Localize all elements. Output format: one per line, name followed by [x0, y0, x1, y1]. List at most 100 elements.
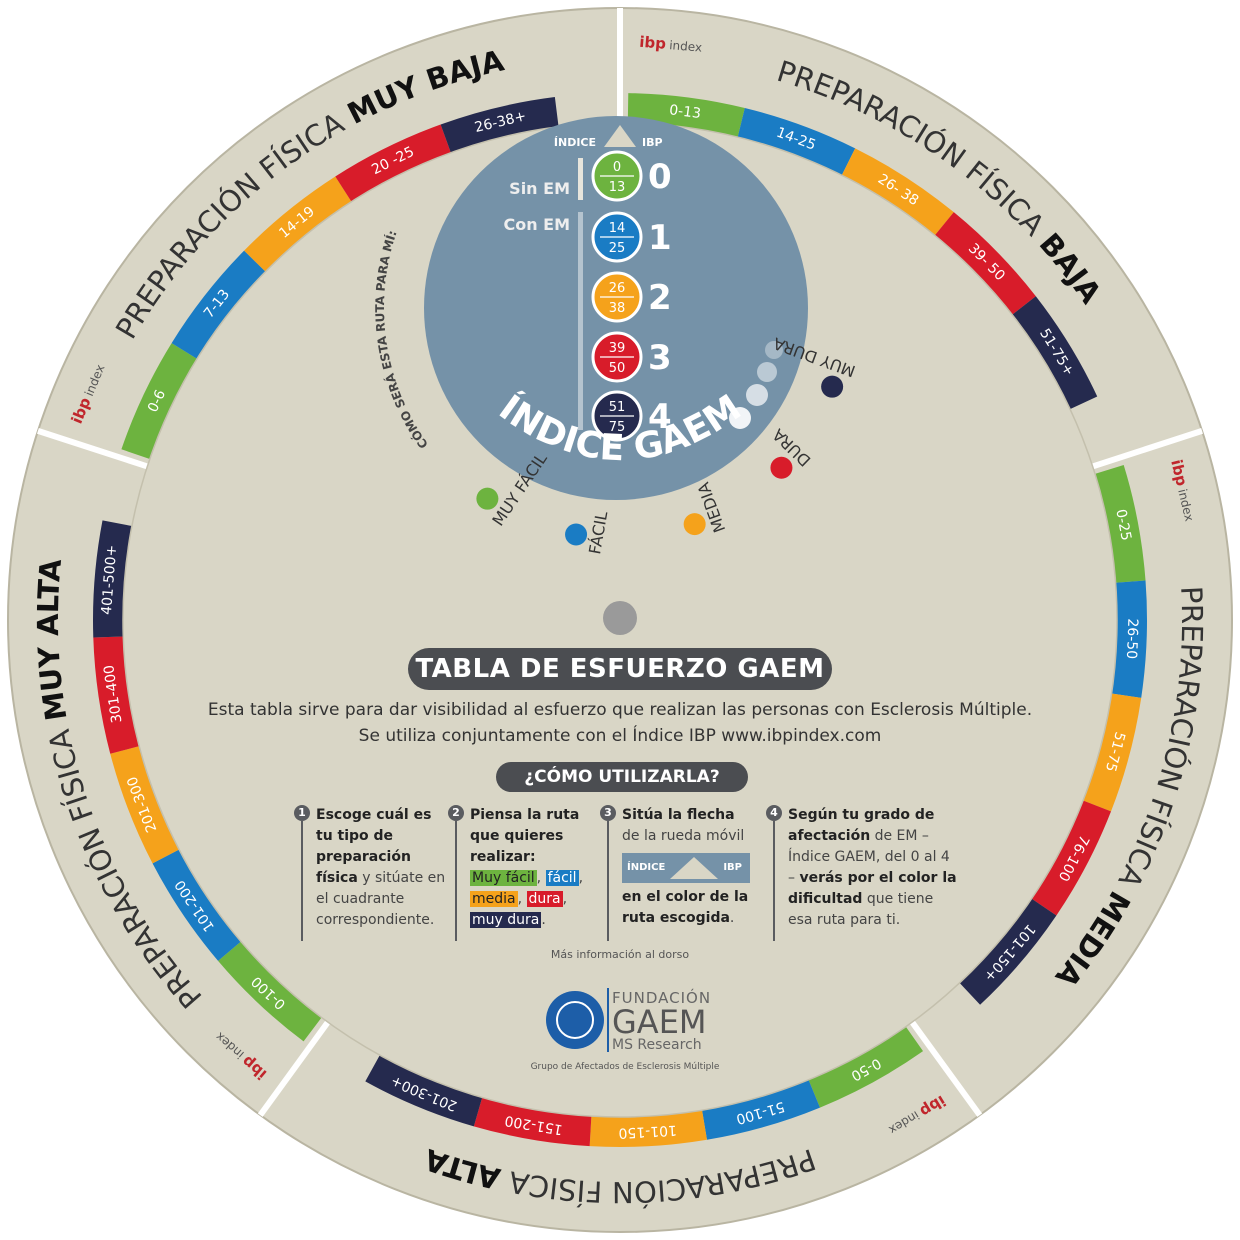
- description-line-2: Se utiliza conjuntamente con el Índice I…: [358, 726, 882, 746]
- step-3-text: de la rueda móvil: [622, 828, 745, 844]
- sin-em-label: Sin EM: [509, 179, 570, 198]
- step-1-bold: Escoge cuál es tu tipo de preparación fí…: [316, 807, 432, 886]
- table-title: TABLA DE ESFUERZO GAEM: [408, 648, 832, 690]
- range-segment[interactable]: [335, 124, 451, 202]
- range-segment[interactable]: [1012, 296, 1098, 410]
- gaem-level-low: 14: [609, 221, 626, 236]
- option-facil: fácil: [545, 870, 579, 886]
- center-pivot[interactable]: [603, 601, 637, 635]
- step-4: 4 Según tu grado de afectación de EM – Í…: [766, 805, 960, 941]
- range-segment[interactable]: [152, 849, 241, 961]
- option-muy-facil: Muy fácil: [470, 870, 537, 886]
- option-muy-dura: muy dura: [470, 912, 542, 928]
- fade-dot: [757, 362, 777, 382]
- range-segment[interactable]: [93, 520, 132, 638]
- range-segment[interactable]: [218, 941, 322, 1042]
- foundation-line-2: GAEM: [612, 1003, 707, 1041]
- gaem-level-high: 75: [609, 420, 626, 435]
- gaem-level-high: 13: [609, 180, 626, 195]
- gaem-level-low: 26: [609, 281, 626, 296]
- step-3-bold-2: en el color de la ruta escogida: [622, 889, 749, 926]
- gaem-level-number: 0: [648, 157, 672, 197]
- step-2-bold: Piensa la ruta que quieres realizar:: [470, 807, 580, 865]
- range-segment[interactable]: [93, 636, 140, 754]
- range-segment[interactable]: [841, 148, 954, 236]
- disc-arrow-icon: [604, 125, 636, 147]
- con-em-label: Con EM: [503, 215, 570, 234]
- step-number: 4: [766, 805, 782, 821]
- quadrant-separator: [1091, 428, 1203, 470]
- step-4-text: de EM – Índice GAEM, del 0 al 4 –: [788, 828, 950, 886]
- range-segment[interactable]: [702, 1079, 820, 1140]
- more-info-note: Más información al dorso: [550, 948, 690, 961]
- difficulty-dot: [683, 513, 706, 536]
- range-label: 101-150: [618, 1122, 677, 1141]
- step-number: 2: [448, 805, 464, 821]
- range-label: 26-50: [1123, 618, 1140, 659]
- gaem-level-high: 25: [609, 241, 626, 256]
- step-3: 3 Sitúa la flecha de la rueda móvil ÍNDI…: [600, 805, 762, 941]
- step-1-text: y sitúate en el cuadrante correspondient…: [316, 870, 446, 928]
- step-bar: [301, 821, 303, 941]
- step-bar: [607, 821, 609, 941]
- how-to-use-title: ¿CÓMO UTILIZARLA?: [496, 762, 748, 792]
- range-segment[interactable]: [737, 107, 856, 176]
- gaem-level-number: 3: [648, 338, 672, 378]
- ibp-logo-ibp: ibp: [1167, 458, 1191, 488]
- step-3-text-2: .: [729, 910, 735, 926]
- gaem-level: 26 38 2: [591, 271, 672, 323]
- quadrant-separator: [37, 428, 149, 470]
- sin-em-bar: [578, 158, 583, 200]
- gaem-level-low: 39: [609, 341, 626, 356]
- range-segment[interactable]: [808, 1026, 924, 1108]
- disc-ibp-label: IBP: [642, 136, 663, 149]
- gaem-level-number: 1: [648, 218, 672, 258]
- option-media: media: [470, 891, 518, 907]
- range-segment[interactable]: [440, 97, 559, 153]
- step-bar: [455, 821, 457, 941]
- range-segment[interactable]: [110, 746, 180, 864]
- gaem-level-low: 51: [609, 400, 626, 415]
- range-segment[interactable]: [627, 93, 745, 138]
- range-segment[interactable]: [171, 250, 266, 359]
- step-4-bold: Según tu grado de afectación: [788, 807, 935, 844]
- range-segment[interactable]: [959, 898, 1057, 1005]
- step-3-bold: Sitúa la flecha: [622, 807, 735, 823]
- foundation-line-1: FUNDACIÓN: [612, 989, 712, 1007]
- foundation-logo-head: [556, 1001, 594, 1039]
- range-segment[interactable]: [1083, 693, 1142, 812]
- gaem-level: 0 13 0: [591, 150, 672, 202]
- foundation-line-3: MS Research: [612, 1037, 702, 1053]
- step-4-bold-2: verás por el color la dificultad: [788, 870, 957, 907]
- gaem-level-number: 4: [648, 397, 672, 437]
- range-label: 401-500+: [99, 544, 120, 615]
- arrow-indicator-indice: ÍNDICE: [627, 862, 666, 873]
- range-segment[interactable]: [1095, 465, 1146, 583]
- range-segment[interactable]: [473, 1097, 592, 1147]
- range-segment[interactable]: [365, 1055, 483, 1127]
- range-segment[interactable]: [1111, 580, 1147, 698]
- difficulty-dot: [565, 523, 588, 546]
- range-segment[interactable]: [1031, 800, 1112, 916]
- ibp-logo-ibp: ibp: [639, 33, 667, 53]
- gaem-level-high: 50: [609, 361, 626, 376]
- range-label: 0-25: [1112, 508, 1134, 542]
- range-segment[interactable]: [244, 176, 352, 272]
- range-segment[interactable]: [934, 212, 1036, 315]
- difficulty-dot: [476, 487, 499, 510]
- range-label: 0-13: [668, 102, 702, 122]
- gaem-level: 39 50 3: [591, 331, 672, 383]
- foundation-subtitle: Grupo de Afectados de Esclerosis Múltipl…: [530, 1062, 720, 1072]
- arrow-indicator: ÍNDICE IBP: [622, 853, 750, 883]
- range-segment[interactable]: [121, 343, 198, 460]
- gaem-level: 51 75 4: [591, 390, 672, 442]
- step-2: 2 Piensa la ruta que quieres realizar: M…: [448, 805, 588, 941]
- arrow-up-icon: [670, 857, 718, 879]
- arrow-indicator-ibp: IBP: [723, 862, 742, 873]
- option-dura: dura: [526, 891, 563, 907]
- gaem-level-number: 2: [648, 278, 672, 318]
- range-segment[interactable]: [589, 1110, 707, 1147]
